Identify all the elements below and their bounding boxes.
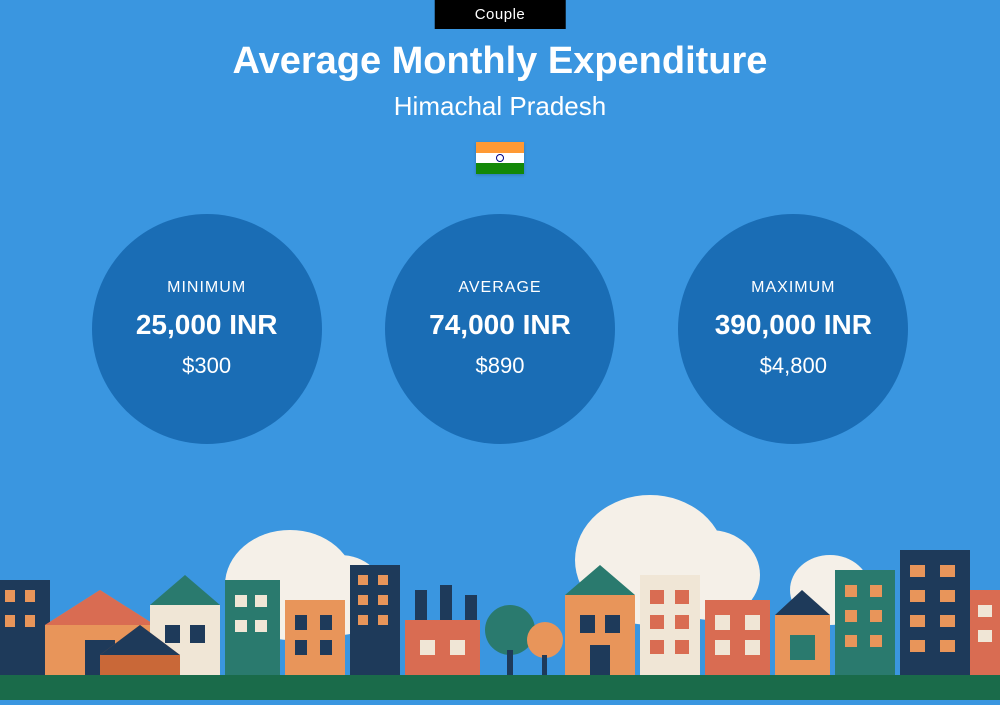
maximum-value: 390,000 INR bbox=[715, 309, 872, 341]
expenditure-circles: MINIMUM 25,000 INR $300 AVERAGE 74,000 I… bbox=[0, 174, 1000, 444]
cityscape-svg bbox=[0, 480, 1000, 700]
badge-text: Couple bbox=[475, 6, 526, 23]
category-badge: Couple bbox=[435, 0, 566, 29]
maximum-usd: $4,800 bbox=[760, 353, 827, 379]
average-circle: AVERAGE 74,000 INR $890 bbox=[385, 214, 615, 444]
average-label: AVERAGE bbox=[458, 279, 541, 297]
page-title: Average Monthly Expenditure bbox=[0, 40, 1000, 83]
minimum-circle: MINIMUM 25,000 INR $300 bbox=[92, 214, 322, 444]
india-flag-icon bbox=[476, 142, 524, 174]
average-usd: $890 bbox=[476, 353, 525, 379]
page-subtitle: Himachal Pradesh bbox=[0, 91, 1000, 122]
average-value: 74,000 INR bbox=[429, 309, 571, 341]
flag-white-stripe bbox=[476, 153, 524, 164]
maximum-label: MAXIMUM bbox=[751, 279, 835, 297]
flag-chakra-icon bbox=[496, 154, 504, 162]
minimum-usd: $300 bbox=[182, 353, 231, 379]
flag-green-stripe bbox=[476, 163, 524, 174]
minimum-label: MINIMUM bbox=[167, 279, 246, 297]
minimum-value: 25,000 INR bbox=[136, 309, 278, 341]
cityscape-illustration bbox=[0, 480, 1000, 700]
maximum-circle: MAXIMUM 390,000 INR $4,800 bbox=[678, 214, 908, 444]
flag-saffron-stripe bbox=[476, 142, 524, 153]
